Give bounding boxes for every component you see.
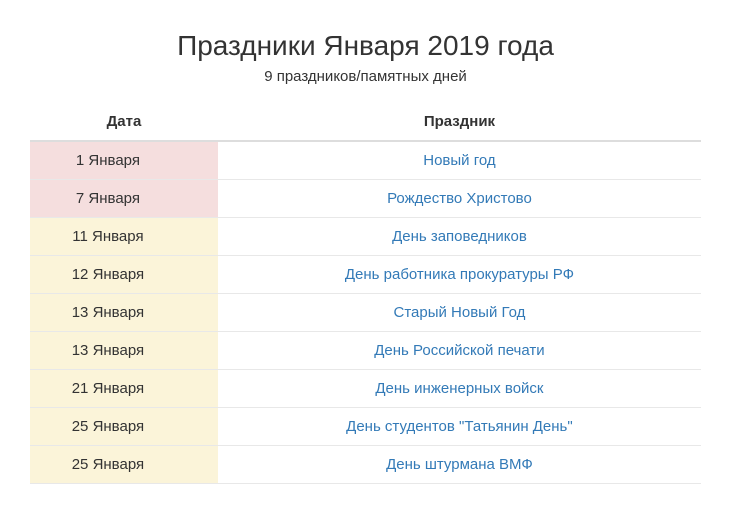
holiday-cell: День Российской печати [218,332,701,370]
date-cell: 21 Января [30,370,218,408]
date-cell: 25 Января [30,446,218,484]
holiday-link[interactable]: День инженерных войск [375,380,543,397]
col-header-date: Дата [30,103,218,141]
holiday-link[interactable]: День заповедников [392,228,527,245]
holiday-cell: День работника прокуратуры РФ [218,256,701,294]
table-row: 25 Января День студентов "Татьянин День" [30,408,701,446]
table-row: 12 Января День работника прокуратуры РФ [30,256,701,294]
table-row: 11 Января День заповедников [30,218,701,256]
holiday-link[interactable]: Рождество Христово [387,190,532,207]
date-cell: 25 Января [30,408,218,446]
page-title: Праздники Января 2019 года [30,30,701,62]
col-header-holiday: Праздник [218,103,701,141]
page-subtitle: 9 праздников/памятных дней [30,68,701,85]
table-row: 13 Января Старый Новый Год [30,294,701,332]
holiday-link[interactable]: Старый Новый Год [393,304,525,321]
date-cell: 7 Января [30,180,218,218]
date-cell: 13 Января [30,294,218,332]
holiday-cell: Рождество Христово [218,180,701,218]
date-cell: 1 Января [30,141,218,180]
date-cell: 11 Января [30,218,218,256]
holiday-link[interactable]: День студентов "Татьянин День" [346,418,573,435]
holiday-link[interactable]: День штурмана ВМФ [386,456,533,473]
holiday-link[interactable]: День Российской печати [374,342,544,359]
holiday-cell: День заповедников [218,218,701,256]
table-row: 13 Января День Российской печати [30,332,701,370]
holiday-cell: Новый год [218,141,701,180]
holiday-cell: День студентов "Татьянин День" [218,408,701,446]
holiday-link[interactable]: День работника прокуратуры РФ [345,266,574,283]
holiday-cell: День инженерных войск [218,370,701,408]
holiday-cell: Старый Новый Год [218,294,701,332]
table-row: 1 Января Новый год [30,141,701,180]
table-row: 21 Января День инженерных войск [30,370,701,408]
holidays-table: Дата Праздник 1 Января Новый год 7 Января Р… [30,103,701,484]
table-row: 25 Января День штурмана ВМФ [30,446,701,484]
holiday-link[interactable]: Новый год [423,152,495,169]
table-header-row: Дата Праздник [30,103,701,141]
table-row: 7 Января Рождество Христово [30,180,701,218]
holiday-cell: День штурмана ВМФ [218,446,701,484]
date-cell: 12 Января [30,256,218,294]
date-cell: 13 Января [30,332,218,370]
